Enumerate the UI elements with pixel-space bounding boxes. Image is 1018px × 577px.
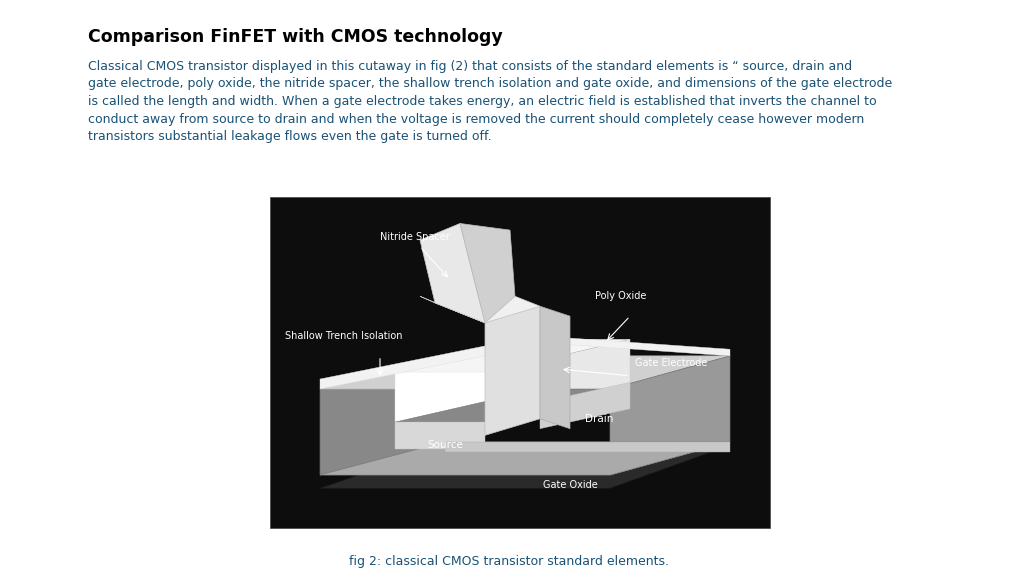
Text: conduct away from source to drain and when the voltage is removed the current sh: conduct away from source to drain and wh… (88, 113, 864, 126)
Polygon shape (445, 442, 730, 452)
Polygon shape (395, 422, 485, 448)
Text: Source: Source (428, 440, 463, 450)
Polygon shape (320, 356, 445, 475)
Polygon shape (540, 306, 570, 429)
Text: Poly Oxide: Poly Oxide (595, 291, 646, 301)
Text: Shallow Trench Isolation: Shallow Trench Isolation (285, 331, 402, 341)
Text: fig 2: classical CMOS transistor standard elements.: fig 2: classical CMOS transistor standar… (349, 555, 669, 568)
Polygon shape (320, 356, 730, 389)
Text: is called the length and width. When a gate electrode takes energy, an electric : is called the length and width. When a g… (88, 95, 876, 108)
Polygon shape (320, 445, 730, 488)
Text: gate electrode, poly oxide, the nitride spacer, the shallow trench isolation and: gate electrode, poly oxide, the nitride … (88, 77, 892, 91)
Bar (270, 197, 770, 528)
Text: Comparison FinFET with CMOS technology: Comparison FinFET with CMOS technology (88, 28, 503, 46)
Polygon shape (540, 336, 730, 356)
Polygon shape (460, 297, 540, 323)
Polygon shape (420, 223, 485, 323)
Polygon shape (610, 356, 730, 475)
Polygon shape (395, 372, 490, 422)
Text: Nitride Spacer: Nitride Spacer (380, 232, 450, 242)
Polygon shape (485, 306, 540, 435)
Polygon shape (395, 339, 630, 372)
Polygon shape (490, 339, 630, 422)
Text: Gate Oxide: Gate Oxide (543, 480, 598, 490)
Polygon shape (320, 346, 485, 389)
Polygon shape (395, 389, 630, 422)
Polygon shape (320, 442, 730, 475)
Text: Gate Electrode: Gate Electrode (635, 358, 708, 368)
Text: transistors substantial leakage flows even the gate is turned off.: transistors substantial leakage flows ev… (88, 130, 492, 143)
Polygon shape (460, 223, 515, 323)
Polygon shape (420, 297, 485, 323)
Text: Drain: Drain (585, 414, 614, 424)
Polygon shape (540, 383, 630, 429)
Text: Classical CMOS transistor displayed in this cutaway in fig (2) that consists of : Classical CMOS transistor displayed in t… (88, 60, 852, 73)
